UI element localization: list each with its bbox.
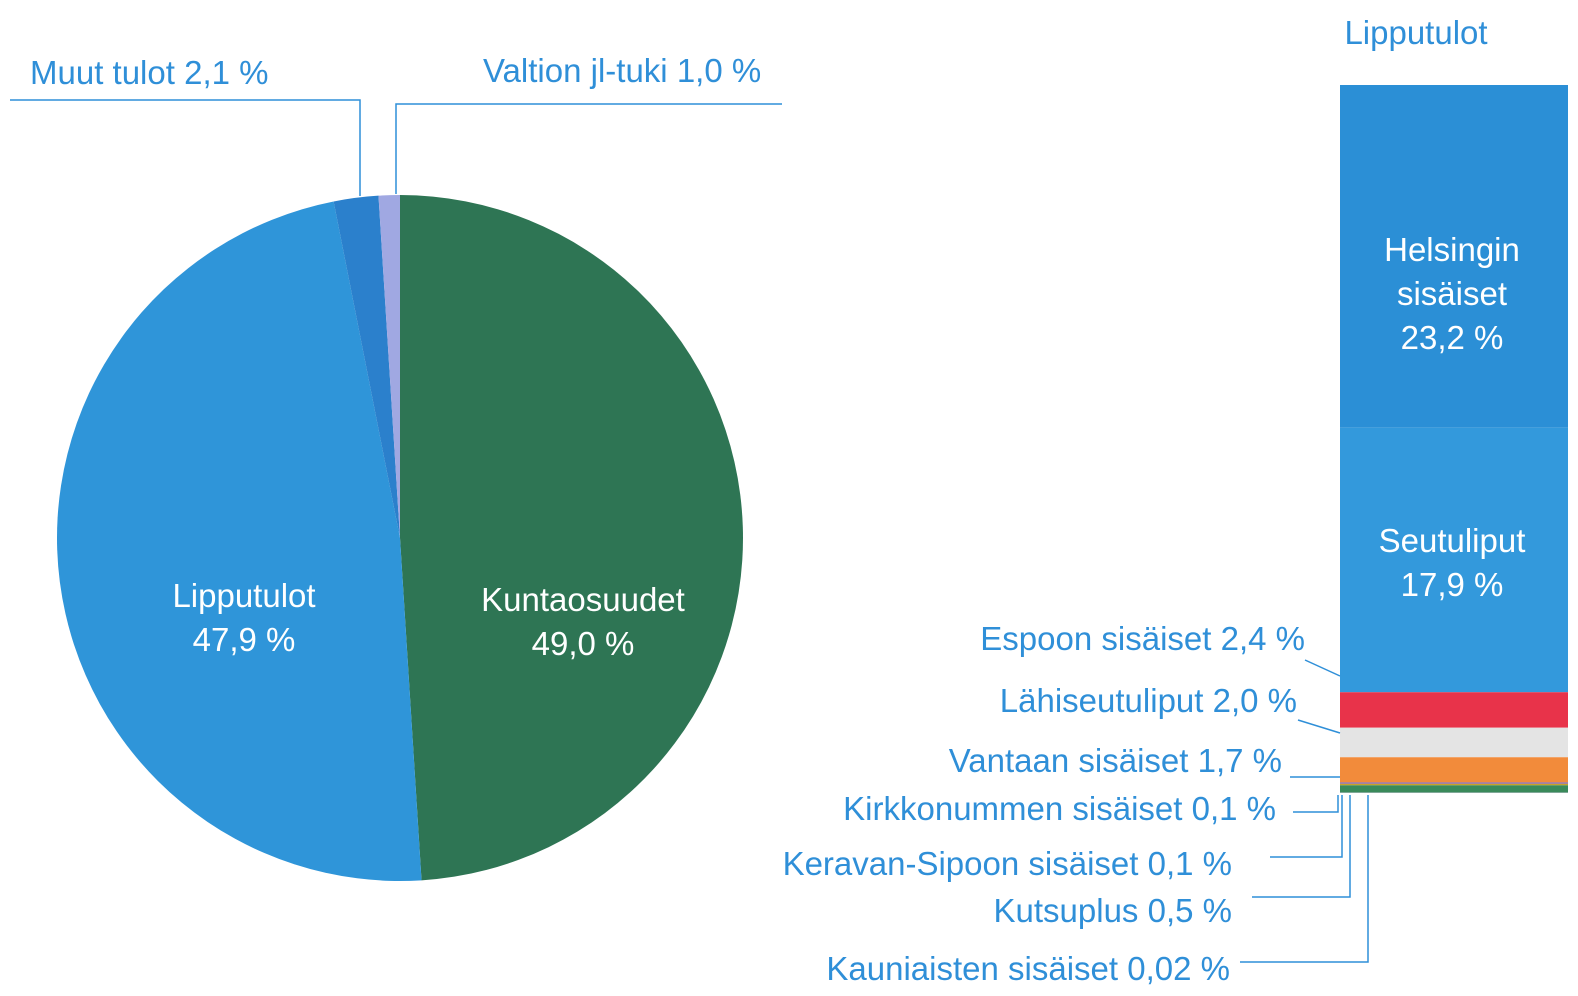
label-value: 23,2 % [1400,319,1504,356]
leader-line [1270,795,1343,858]
data-label: Kauniaisten sisäiset 0,02 % [826,950,1230,987]
bar-segment [1340,85,1568,428]
leader-line [395,103,782,194]
label-name: Helsingin sisäiset [1384,231,1520,312]
leader-line [1293,795,1339,813]
label-name: Kutsuplus [994,892,1139,929]
label-value: 0,1 % [1192,790,1276,827]
label-value: 0,1 % [1148,845,1232,882]
inside-label: Kuntaosuudet 49,0 % [433,578,733,666]
leader-line [1252,795,1351,898]
bar-segment [1340,785,1568,793]
label-value: 2,4 % [1221,620,1305,657]
data-label: Vantaan sisäiset 1,7 % [949,742,1282,779]
label-name: Kirkkonummen sisäiset [843,790,1182,827]
bar-segment [1340,727,1568,758]
inside-label: Seutuliput 17,9 % [1352,519,1552,607]
bar-segment [1340,757,1568,783]
bar-segment [1340,692,1568,728]
label-value: 17,9 % [1400,566,1504,603]
data-label: Lähiseutuliput 2,0 % [1000,682,1297,719]
label-value: 0,02 % [1127,950,1230,987]
label-value: 1,0 % [677,52,761,89]
label-value: 1,7 % [1198,742,1282,779]
data-label: Kutsuplus 0,5 % [994,892,1233,929]
label-value: 47,9 % [192,621,296,658]
pie-slice [400,195,744,881]
label-name: Muut tulot [30,54,175,91]
label-name: Kuntaosuudet [481,581,685,618]
label-value: 0,5 % [1148,892,1232,929]
pie-slice [378,195,400,538]
data-label: Espoon sisäiset 2,4 % [980,620,1305,657]
label-name: Vantaan sisäiset [949,742,1189,779]
label-name: Lipputulot [172,577,316,614]
bar-segment [1340,783,1568,786]
label-name: Kauniaisten sisäiset [826,950,1118,987]
bar-segment [1340,782,1568,784]
label-value: 2,1 % [184,54,268,91]
label-name: Valtion jl-tuki [483,52,668,89]
label-name: Espoon sisäiset [980,620,1211,657]
bar-title: Lipputulot [1344,14,1487,51]
label-name: Seutuliput [1378,522,1526,559]
label-value: 49,0 % [531,625,635,662]
inside-label: Lipputulot 47,9 % [94,574,394,662]
leader-line [1240,795,1369,963]
pie-slice [333,195,400,539]
pie-slice [56,201,422,882]
label-name: Keravan-Sipoon sisäiset [783,845,1139,882]
data-label: Keravan-Sipoon sisäiset 0,1 % [783,845,1232,882]
data-label: Kirkkonummen sisäiset 0,1 % [843,790,1276,827]
label-name: Lähiseutuliput [1000,682,1204,719]
leader-line [10,99,361,196]
leader-line [1304,659,1341,677]
bar-segment [1340,427,1568,693]
data-label: Muut tulot 2,1 % [30,54,268,91]
leader-line [1297,719,1341,734]
inside-label: Helsingin sisäiset 23,2 % [1352,228,1552,360]
data-label: Valtion jl-tuki 1,0 % [483,52,761,89]
label-value: 2,0 % [1213,682,1297,719]
